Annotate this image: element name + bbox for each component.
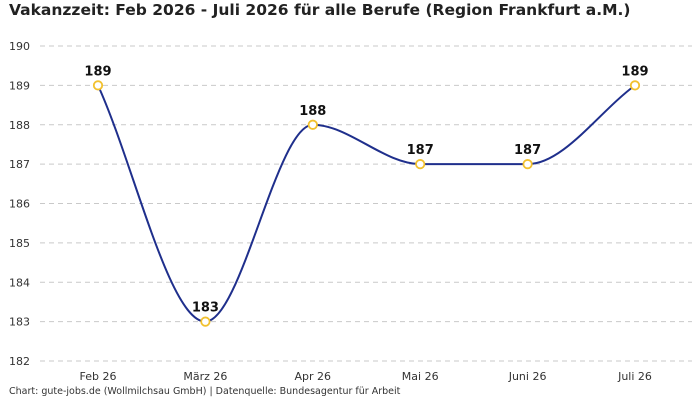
y-tick-label: 186 bbox=[9, 198, 30, 211]
y-tick-label: 188 bbox=[9, 119, 30, 132]
y-tick-label: 187 bbox=[9, 158, 30, 171]
chart-title: Vakanzzeit: Feb 2026 - Juli 2026 für all… bbox=[9, 1, 631, 19]
data-label: 188 bbox=[299, 104, 326, 119]
data-point bbox=[415, 159, 426, 170]
x-tick-label: Juli 26 bbox=[617, 370, 652, 383]
x-tick-label: Apr 26 bbox=[295, 370, 332, 383]
y-tick-label: 183 bbox=[9, 316, 30, 329]
y-tick-label: 184 bbox=[9, 276, 30, 289]
chart-source-note: Chart: gute-jobs.de (Wollmilchsau GmbH) … bbox=[9, 386, 401, 397]
x-tick-label: Feb 26 bbox=[80, 370, 117, 383]
y-tick-label: 189 bbox=[9, 79, 30, 92]
data-label: 187 bbox=[407, 143, 434, 158]
data-point bbox=[307, 119, 318, 130]
data-label: 183 bbox=[192, 301, 219, 316]
data-label: 187 bbox=[514, 143, 541, 158]
x-tick-label: Mai 26 bbox=[402, 370, 439, 383]
data-point bbox=[629, 80, 641, 91]
data-label: 189 bbox=[84, 64, 111, 79]
x-tick-label: März 26 bbox=[183, 370, 227, 383]
data-point bbox=[92, 80, 104, 91]
data-point bbox=[200, 316, 211, 327]
data-label: 189 bbox=[621, 64, 648, 79]
y-tick-label: 185 bbox=[9, 237, 30, 250]
y-tick-label: 182 bbox=[9, 355, 30, 368]
y-tick-label: 190 bbox=[9, 40, 30, 53]
data-point bbox=[522, 159, 533, 170]
x-tick-label: Juni 26 bbox=[508, 370, 547, 383]
